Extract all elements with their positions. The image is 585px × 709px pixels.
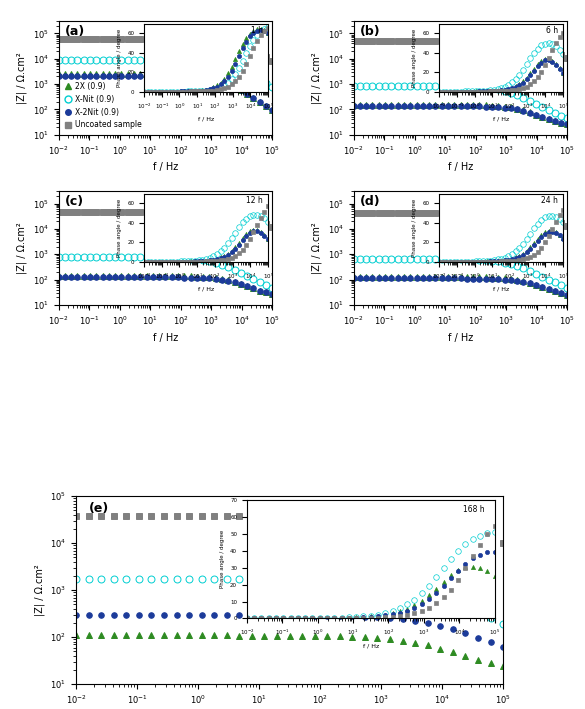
Text: (d): (d): [360, 195, 381, 208]
Y-axis label: |Z| / Ω.cm²: |Z| / Ω.cm²: [312, 52, 322, 104]
Y-axis label: |Z| / Ω.cm²: |Z| / Ω.cm²: [16, 52, 27, 104]
Legend: 2X (0.9), X-Nit (0.9), X-2Nit (0.9), Uncoated sample: 2X (0.9), X-Nit (0.9), X-2Nit (0.9), Unc…: [63, 80, 143, 131]
Y-axis label: |Z| / Ω.cm²: |Z| / Ω.cm²: [312, 223, 322, 274]
Text: (b): (b): [360, 25, 381, 38]
Text: (c): (c): [65, 195, 84, 208]
Text: (a): (a): [65, 25, 85, 38]
Text: (e): (e): [89, 502, 109, 515]
Y-axis label: |Z| / Ω.cm²: |Z| / Ω.cm²: [16, 223, 27, 274]
Y-axis label: |Z| / Ω.cm²: |Z| / Ω.cm²: [34, 564, 44, 616]
X-axis label: f / Hz: f / Hz: [448, 162, 473, 172]
X-axis label: f / Hz: f / Hz: [448, 333, 473, 342]
X-axis label: f / Hz: f / Hz: [153, 162, 178, 172]
X-axis label: f / Hz: f / Hz: [153, 333, 178, 342]
